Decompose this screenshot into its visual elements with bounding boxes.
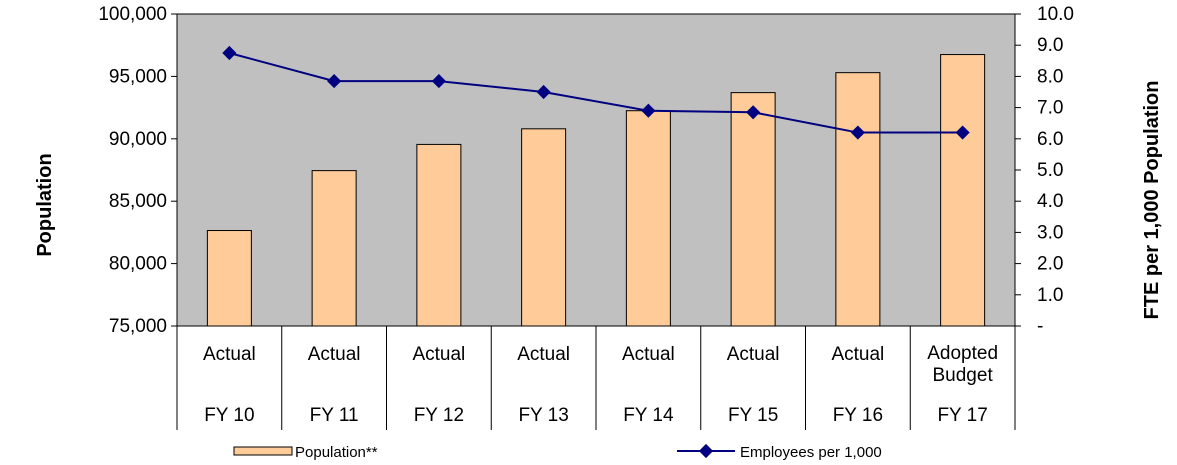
category-label: Actual xyxy=(308,344,361,365)
employees-point xyxy=(746,105,761,120)
fiscal-year-label: FY 15 xyxy=(728,405,778,426)
employees-point xyxy=(536,84,551,100)
employees-point xyxy=(955,125,970,140)
population-bar xyxy=(730,92,776,327)
fiscal-year-label: FY 10 xyxy=(204,405,254,426)
employees-point xyxy=(431,74,446,89)
right-tick-label: 9.0 xyxy=(1037,35,1063,56)
right-tick-label: 7.0 xyxy=(1037,98,1063,119)
plot-area xyxy=(176,13,1016,327)
category-label: Actual xyxy=(517,344,570,365)
right-tick-label: 4.0 xyxy=(1037,191,1063,212)
left-axis-title: Population xyxy=(34,153,56,256)
legend-employees-marker xyxy=(698,443,714,459)
fiscal-year-label: FY 11 xyxy=(310,405,359,426)
category-label-line2: Budget xyxy=(933,365,994,386)
employees-point xyxy=(850,125,865,140)
right-tick-label: - xyxy=(1037,316,1043,337)
population-bar xyxy=(206,230,252,327)
employees-point xyxy=(327,74,342,89)
fiscal-year-label: FY 17 xyxy=(937,405,987,426)
population-bar xyxy=(521,128,567,327)
right-axis-title: FTE per 1,000 Population xyxy=(1141,81,1163,320)
right-tick-label: 2.0 xyxy=(1037,254,1063,275)
category-label: Actual xyxy=(622,344,675,365)
left-tick-label: 75,000 xyxy=(109,316,167,337)
left-tick-label: 95,000 xyxy=(109,66,167,87)
category-label: Actual xyxy=(727,344,780,365)
left-tick-label: 100,000 xyxy=(98,4,167,25)
fiscal-year-label: FY 14 xyxy=(623,405,674,426)
employees-point xyxy=(641,103,656,118)
right-tick-label: 3.0 xyxy=(1037,222,1063,243)
population-bar xyxy=(940,54,986,327)
right-axis: - 1.0 2.0 3.0 4.0 5.0 6.0 7.0 8.0 9.0 10.0 xyxy=(1015,4,1074,337)
population-bars xyxy=(206,54,986,327)
right-tick-label: 8.0 xyxy=(1037,66,1063,87)
fiscal-year-label: FY 16 xyxy=(833,405,883,426)
right-tick-label: 5.0 xyxy=(1037,160,1063,181)
category-axis: Actual FY 10 Actual FY 11 Actual FY 12 Actual F… xyxy=(176,326,1016,430)
fiscal-year-label: FY 13 xyxy=(518,405,568,426)
right-tick-label: 1.0 xyxy=(1037,285,1063,306)
left-axis: 75,000 80,000 85,000 90,000 95,000 100,000 xyxy=(98,4,177,337)
left-tick-label: 85,000 xyxy=(109,191,167,212)
population-bar xyxy=(311,170,357,327)
employees-series-line xyxy=(229,52,963,134)
legend-population-swatch xyxy=(233,446,293,456)
category-label: Actual xyxy=(412,344,465,365)
population-bar xyxy=(835,72,881,327)
population-bar xyxy=(416,143,462,327)
right-tick-label: 6.0 xyxy=(1037,129,1063,150)
category-label: Actual xyxy=(831,344,884,365)
legend-employees-label: Employees per 1,000 xyxy=(740,444,882,461)
legend-population-label: Population** xyxy=(295,444,378,461)
population-bar xyxy=(625,110,671,327)
left-tick-label: 90,000 xyxy=(109,129,167,150)
right-tick-label: 10.0 xyxy=(1037,4,1074,25)
fiscal-year-label: FY 12 xyxy=(414,405,464,426)
category-label-line1: Adopted xyxy=(927,343,998,364)
category-label: Actual xyxy=(203,344,256,365)
left-tick-label: 80,000 xyxy=(109,254,167,275)
employees-line xyxy=(222,45,970,140)
legend: Population** Employees per 1,000 xyxy=(233,443,882,461)
